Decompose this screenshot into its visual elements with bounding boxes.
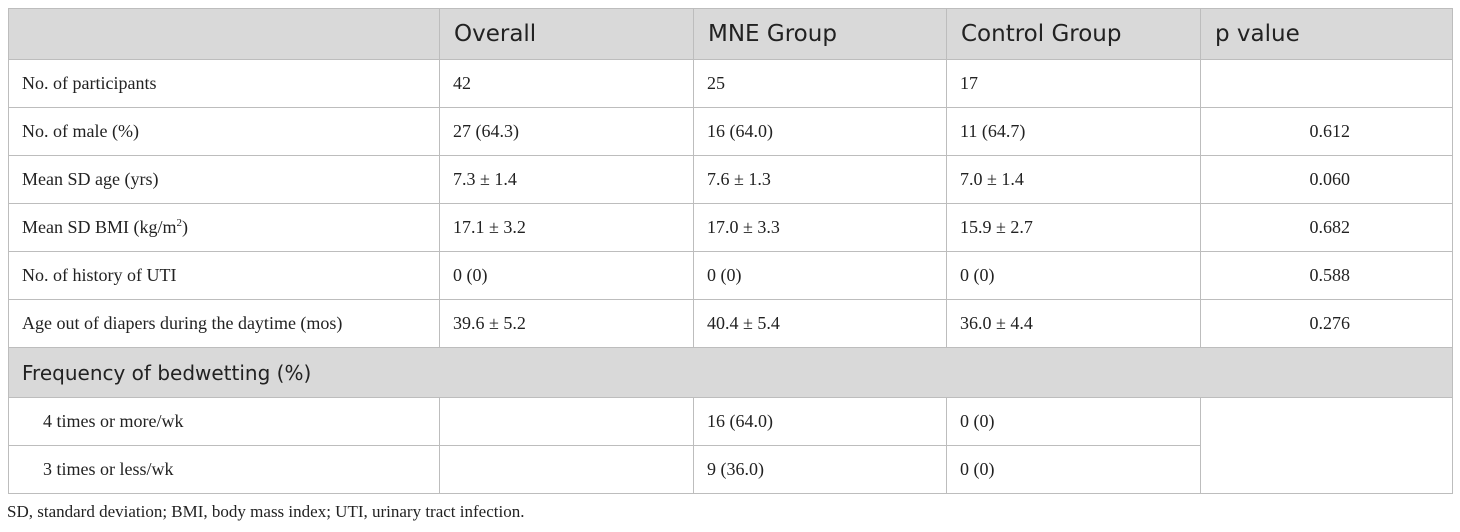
- table-row: 3 times or less/wk 9 (36.0) 0 (0): [8, 445, 1453, 494]
- cell-control: 17: [946, 59, 1201, 108]
- row-label: Mean SD age (yrs): [8, 155, 440, 204]
- row-label-close: ): [182, 217, 188, 237]
- cell-overall: 17.1 ± 3.2: [439, 203, 694, 252]
- row-label: No. of male (%): [8, 107, 440, 156]
- cell-mne: 16 (64.0): [693, 107, 947, 156]
- table-row: Mean SD age (yrs) 7.3 ± 1.4 7.6 ± 1.3 7.…: [8, 155, 1453, 204]
- section-header-row: Frequency of bedwetting (%): [8, 347, 1453, 398]
- row-label: No. of history of UTI: [8, 251, 440, 300]
- cell-control: 15.9 ± 2.7: [946, 203, 1201, 252]
- section-label: Frequency of bedwetting (%): [8, 347, 1453, 398]
- header-overall: Overall: [439, 8, 694, 60]
- cell-overall: 27 (64.3): [439, 107, 694, 156]
- table-row: Mean SD BMI (kg/m2) 17.1 ± 3.2 17.0 ± 3.…: [8, 203, 1453, 252]
- superscript: 2: [176, 217, 183, 229]
- row-label: 4 times or more/wk: [8, 397, 440, 446]
- header-mne-group: MNE Group: [693, 8, 947, 60]
- cell-mne: 16 (64.0): [693, 397, 947, 446]
- cell-control: 0 (0): [946, 445, 1201, 494]
- cell-p-value-merged: [1200, 397, 1453, 494]
- row-label-text: Mean SD BMI (kg/m: [22, 217, 177, 237]
- cell-p-value: [1200, 59, 1453, 108]
- table-footnote: SD, standard deviation; BMI, body mass i…: [7, 502, 525, 521]
- header-control-group: Control Group: [946, 8, 1201, 60]
- data-table: Overall MNE Group Control Group p value …: [8, 8, 1453, 494]
- cell-p-value: 0.060: [1200, 155, 1453, 204]
- cell-p-value: 0.682: [1200, 203, 1453, 252]
- table-container: Overall MNE Group Control Group p value …: [7, 8, 1453, 522]
- cell-mne: 7.6 ± 1.3: [693, 155, 947, 204]
- header-empty: [8, 8, 440, 60]
- cell-control: 0 (0): [946, 397, 1201, 446]
- table-row: No. of male (%) 27 (64.3) 16 (64.0) 11 (…: [8, 107, 1453, 156]
- cell-overall: 0 (0): [439, 251, 694, 300]
- table-row: No. of history of UTI 0 (0) 0 (0) 0 (0) …: [8, 251, 1453, 300]
- cell-control: 7.0 ± 1.4: [946, 155, 1201, 204]
- cell-p-value: 0.276: [1200, 299, 1453, 348]
- cell-p-value: 0.588: [1200, 251, 1453, 300]
- table-row: Age out of diapers during the daytime (m…: [8, 299, 1453, 348]
- cell-mne: 40.4 ± 5.4: [693, 299, 947, 348]
- cell-overall: [439, 445, 694, 494]
- cell-mne: 9 (36.0): [693, 445, 947, 494]
- table-row: 4 times or more/wk 16 (64.0) 0 (0): [8, 397, 1453, 494]
- header-row: Overall MNE Group Control Group p value: [8, 8, 1453, 60]
- cell-mne: 17.0 ± 3.3: [693, 203, 947, 252]
- cell-mne: 0 (0): [693, 251, 947, 300]
- table-row: No. of participants 42 25 17: [8, 59, 1453, 108]
- cell-overall: [439, 397, 694, 446]
- cell-mne: 25: [693, 59, 947, 108]
- cell-overall: 7.3 ± 1.4: [439, 155, 694, 204]
- cell-p-value: 0.612: [1200, 107, 1453, 156]
- row-label: 3 times or less/wk: [8, 445, 440, 494]
- cell-overall: 39.6 ± 5.2: [439, 299, 694, 348]
- row-label: Mean SD BMI (kg/m2): [8, 203, 440, 252]
- row-label: No. of participants: [8, 59, 440, 108]
- header-p-value: p value: [1200, 8, 1453, 60]
- cell-control: 0 (0): [946, 251, 1201, 300]
- cell-control: 11 (64.7): [946, 107, 1201, 156]
- row-label: Age out of diapers during the daytime (m…: [8, 299, 440, 348]
- cell-overall: 42: [439, 59, 694, 108]
- cell-control: 36.0 ± 4.4: [946, 299, 1201, 348]
